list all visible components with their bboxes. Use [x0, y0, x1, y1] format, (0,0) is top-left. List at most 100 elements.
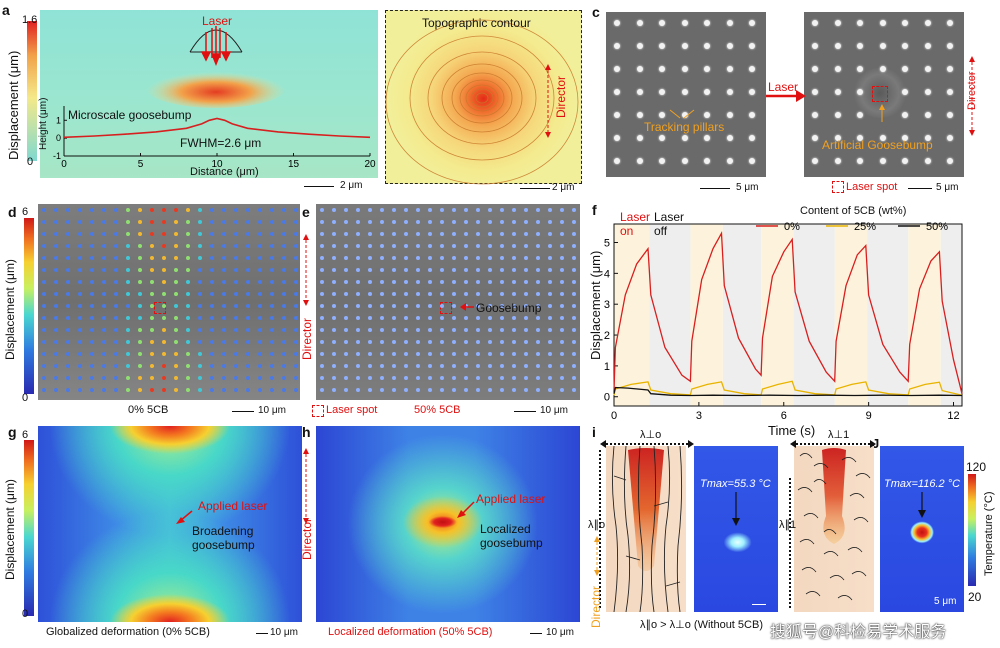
pillar-marker	[524, 376, 528, 380]
pillar-marker	[54, 220, 58, 224]
panel-f-laser-on-band	[614, 224, 650, 406]
pillar-marker	[138, 304, 142, 308]
pillar-marker	[368, 364, 372, 368]
pillar-marker	[344, 208, 348, 212]
pillar-marker	[294, 376, 298, 380]
pillar-marker	[404, 280, 408, 284]
pillar-marker	[320, 244, 324, 248]
panel-h-caption: Localized deformation (50% 5CB)	[328, 626, 493, 638]
pillar-marker	[476, 340, 480, 344]
pillar-marker	[332, 328, 336, 332]
pillar-marker	[66, 244, 70, 248]
pillar-marker	[452, 220, 456, 224]
panel-e-caption: 50% 5CB	[414, 404, 461, 416]
pillar-marker	[78, 268, 82, 272]
panel-c-annotations	[669, 56, 975, 136]
pillar-marker	[536, 352, 540, 356]
pillar-marker	[536, 256, 540, 260]
panel-f-x-tick-label: 9	[866, 410, 872, 422]
panel-i-cb-title: Temperature (°C)	[983, 491, 995, 576]
panel-h-desc1: Localized	[480, 522, 531, 536]
pillar-marker	[102, 376, 106, 380]
pillar-marker	[246, 340, 250, 344]
pillar-marker	[332, 208, 336, 212]
pillar-marker	[476, 364, 480, 368]
tracking-pillar	[681, 135, 688, 141]
pillar-marker	[294, 388, 298, 392]
pillar-marker	[66, 328, 70, 332]
panel-c-label: c	[592, 4, 600, 20]
tracking-pillar	[681, 89, 688, 95]
pillar-marker	[186, 208, 190, 212]
pillar-marker	[198, 340, 202, 344]
pillar-marker	[500, 388, 504, 392]
panel-h-scalebar	[530, 633, 542, 634]
pillar-marker	[428, 304, 432, 308]
pillar-marker	[138, 352, 142, 356]
pillar-marker	[452, 292, 456, 296]
pillar-marker	[294, 352, 298, 356]
pillar-marker	[198, 208, 202, 212]
pillar-marker	[500, 340, 504, 344]
tracking-pillar	[834, 135, 841, 141]
pillar-marker	[162, 364, 166, 368]
pillar-marker	[174, 376, 178, 380]
pillar-marker	[282, 388, 286, 392]
pillar-marker	[42, 304, 46, 308]
pillar-marker	[320, 364, 324, 368]
pillar-marker	[258, 268, 262, 272]
pillar-marker	[78, 304, 82, 308]
pillar-marker	[392, 208, 396, 212]
pillar-marker	[162, 304, 166, 308]
pillar-marker	[246, 304, 250, 308]
pillar-marker	[90, 232, 94, 236]
panel-i-colorbar	[968, 474, 976, 586]
pillar-marker	[150, 328, 154, 332]
pillar-marker	[404, 388, 408, 392]
panel-i-dims-1	[599, 440, 694, 608]
tracking-pillar	[749, 66, 755, 72]
pillar-marker	[464, 316, 468, 320]
tracking-pillar	[812, 158, 818, 164]
pillar-marker	[102, 352, 106, 356]
pillar-marker	[222, 268, 226, 272]
panel-e-arrows	[303, 234, 474, 311]
pillar-marker	[114, 280, 118, 284]
panel-i-lambda-par-1: λ∥1	[779, 519, 797, 531]
tracking-pillar	[857, 135, 863, 141]
panel-i-thermal-1-arrow	[732, 492, 740, 526]
pillar-marker	[294, 244, 298, 248]
pillar-marker	[198, 256, 202, 260]
pillar-marker	[368, 292, 372, 296]
pillar-marker	[66, 376, 70, 380]
panel-c-laser: Laser	[768, 80, 799, 94]
tracking-pillar	[924, 66, 931, 72]
pillar-marker	[428, 220, 432, 224]
pillar-marker	[150, 388, 154, 392]
pillar-marker	[198, 352, 202, 356]
panel-e-director: Director	[300, 317, 314, 360]
pillar-marker	[258, 280, 262, 284]
pillar-marker	[42, 316, 46, 320]
pillar-marker	[404, 256, 408, 260]
pillar-marker	[42, 256, 46, 260]
tracking-pillar	[726, 89, 733, 95]
pillar-marker	[416, 268, 420, 272]
pillar-marker	[234, 280, 238, 284]
pillar-marker	[78, 352, 82, 356]
pillar-marker	[234, 244, 238, 248]
pillar-marker	[464, 364, 468, 368]
pillar-marker	[560, 280, 564, 284]
tracking-pillar	[659, 43, 665, 49]
tracking-pillar	[614, 135, 620, 141]
panel-f-label: f	[592, 202, 597, 218]
pillar-marker	[210, 316, 214, 320]
pillar-marker	[210, 340, 214, 344]
panel-a-fwhm: FWHM=2.6 μm	[180, 136, 262, 150]
pillar-marker	[102, 364, 106, 368]
tracking-pillar	[749, 112, 755, 118]
tracking-pillar	[857, 89, 863, 95]
pillar-marker	[246, 376, 250, 380]
pillar-marker	[102, 220, 106, 224]
pillar-marker	[572, 340, 576, 344]
